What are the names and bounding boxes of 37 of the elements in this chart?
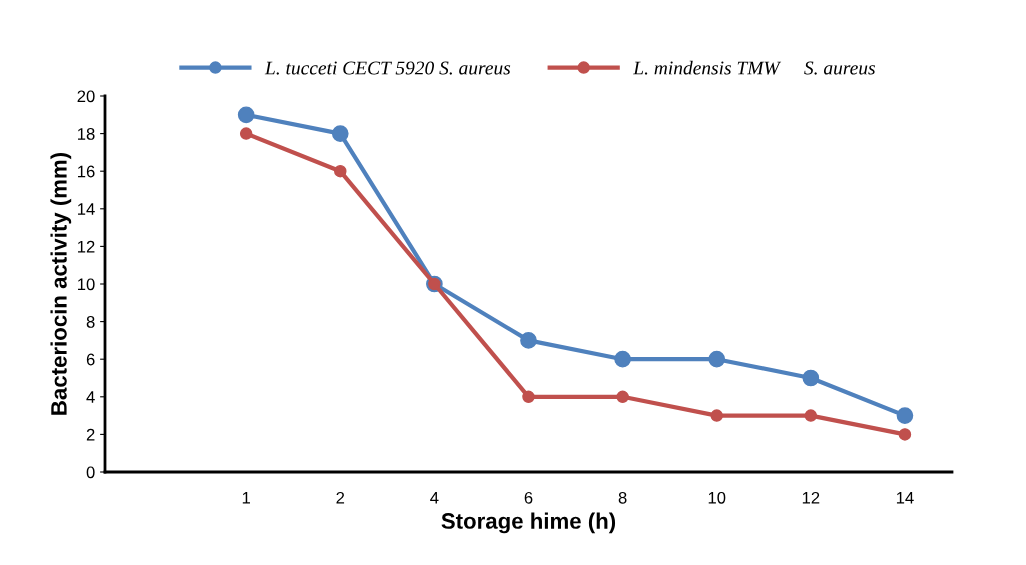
x-tick-label: 6 — [524, 491, 533, 504]
point — [898, 428, 912, 441]
y-tick-label: 18 — [78, 128, 95, 140]
x-tick-label: 4 — [430, 492, 439, 504]
y-tick-label: 6 — [86, 353, 95, 366]
y-tick-label: 2 — [86, 428, 95, 441]
point — [614, 350, 631, 368]
x-axis-title: Storage hime (h) — [441, 512, 616, 534]
y-tick-label: 12 — [78, 240, 95, 253]
point — [237, 106, 255, 124]
x-tick-label: 14 — [896, 492, 914, 504]
y-axis-title: Bacteriocin activity (mm) — [50, 152, 72, 415]
point — [331, 125, 349, 142]
point — [708, 350, 726, 368]
point — [520, 332, 537, 349]
x-tick-label: 10 — [708, 491, 726, 504]
y-tick-label: 14 — [78, 203, 95, 215]
x-tick-label: 8 — [618, 491, 627, 504]
point — [616, 390, 629, 404]
point — [334, 164, 347, 178]
legend-label: L. tucceti CECT 5920 S. aureus — [264, 61, 511, 75]
y-tick-label: 16 — [78, 165, 95, 178]
y-tick-label: 4 — [86, 391, 95, 403]
y-tick-label: 10 — [78, 278, 95, 291]
legend-label: L. mindensis TMW S. aureus — [633, 60, 876, 75]
x-tick-label: 2 — [336, 491, 345, 504]
y-tick-label: 20 — [77, 90, 95, 103]
point — [239, 127, 253, 140]
y-tick-label: 8 — [86, 316, 95, 328]
x-tick-label: 12 — [802, 491, 820, 504]
point — [522, 390, 535, 404]
x-tick-label: 1 — [242, 492, 250, 504]
point — [896, 407, 914, 424]
point — [802, 369, 820, 387]
point — [804, 409, 818, 422]
point — [710, 409, 723, 422]
y-tick-label: 0 — [86, 466, 95, 479]
